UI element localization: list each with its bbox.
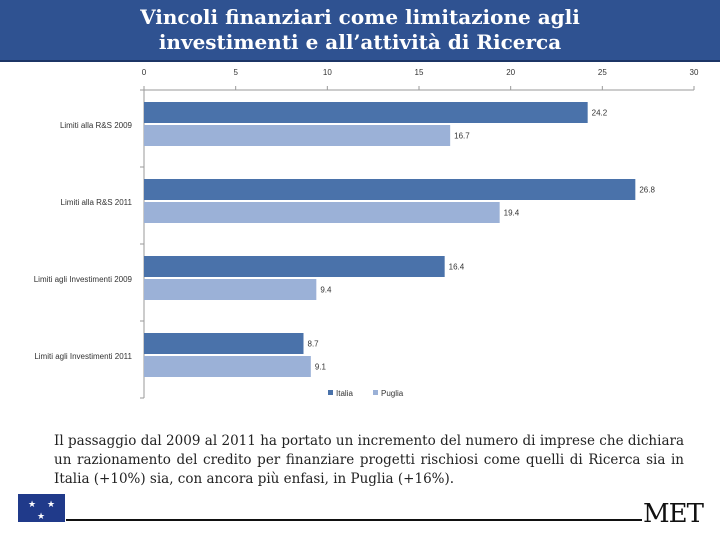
bar-italia	[144, 102, 588, 123]
footer-divider	[66, 519, 642, 521]
bar-chart: 0 5 10 15 20 25 30 Limiti alla R&S 2009 24.2 16.7…	[34, 68, 699, 399]
data-label: 9.1	[315, 363, 327, 372]
met-logo: MET	[643, 499, 704, 529]
data-label: 24.2	[592, 109, 608, 118]
x-tick-label: 25	[598, 68, 607, 77]
category-label: Limiti alla R&S 2011	[61, 198, 133, 207]
slide-title-line-1: Vincoli finanziari come limitazione agli	[140, 5, 580, 29]
category-label: Limiti agli Investimenti 2011	[34, 352, 132, 361]
legend-swatch-puglia	[373, 390, 378, 395]
bar-puglia	[144, 279, 317, 300]
slide-caption: Il passaggio dal 2009 al 2011 ha portato…	[54, 433, 684, 487]
legend-swatch-italia	[328, 390, 333, 395]
data-label: 16.4	[449, 263, 465, 272]
data-label: 9.4	[320, 286, 332, 295]
bar-italia	[144, 333, 304, 354]
bar-puglia	[144, 356, 311, 377]
legend-label-puglia: Puglia	[381, 389, 404, 398]
legend-label-italia: Italia	[336, 389, 353, 398]
bar-italia	[144, 256, 445, 277]
x-tick-label: 0	[142, 68, 147, 77]
svg-text:★: ★	[47, 500, 55, 510]
x-tick-label: 15	[415, 68, 424, 77]
data-label: 19.4	[504, 209, 520, 218]
svg-text:★: ★	[28, 500, 36, 510]
bar-puglia	[144, 125, 451, 146]
x-tick-label: 30	[690, 68, 699, 77]
data-label: 26.8	[639, 186, 655, 195]
data-label: 8.7	[308, 340, 320, 349]
x-tick-label: 10	[323, 68, 332, 77]
slide-title-line-2: investimenti e all’attività di Ricerca	[158, 30, 562, 54]
eu-flag-icon: ★ ★ ★	[18, 494, 65, 522]
bar-italia	[144, 179, 636, 200]
category-label: Limiti agli Investimenti 2009	[34, 275, 133, 284]
slide-title: Vincoli finanziari come limitazione agli…	[20, 5, 700, 55]
bar-puglia	[144, 202, 500, 223]
x-tick-label: 5	[233, 68, 238, 77]
category-label: Limiti alla R&S 2009	[60, 121, 133, 130]
svg-text:★: ★	[37, 512, 45, 522]
data-label: 16.7	[454, 132, 470, 141]
x-tick-label: 20	[506, 68, 515, 77]
title-bar: Vincoli finanziari come limitazione agli…	[0, 0, 720, 62]
